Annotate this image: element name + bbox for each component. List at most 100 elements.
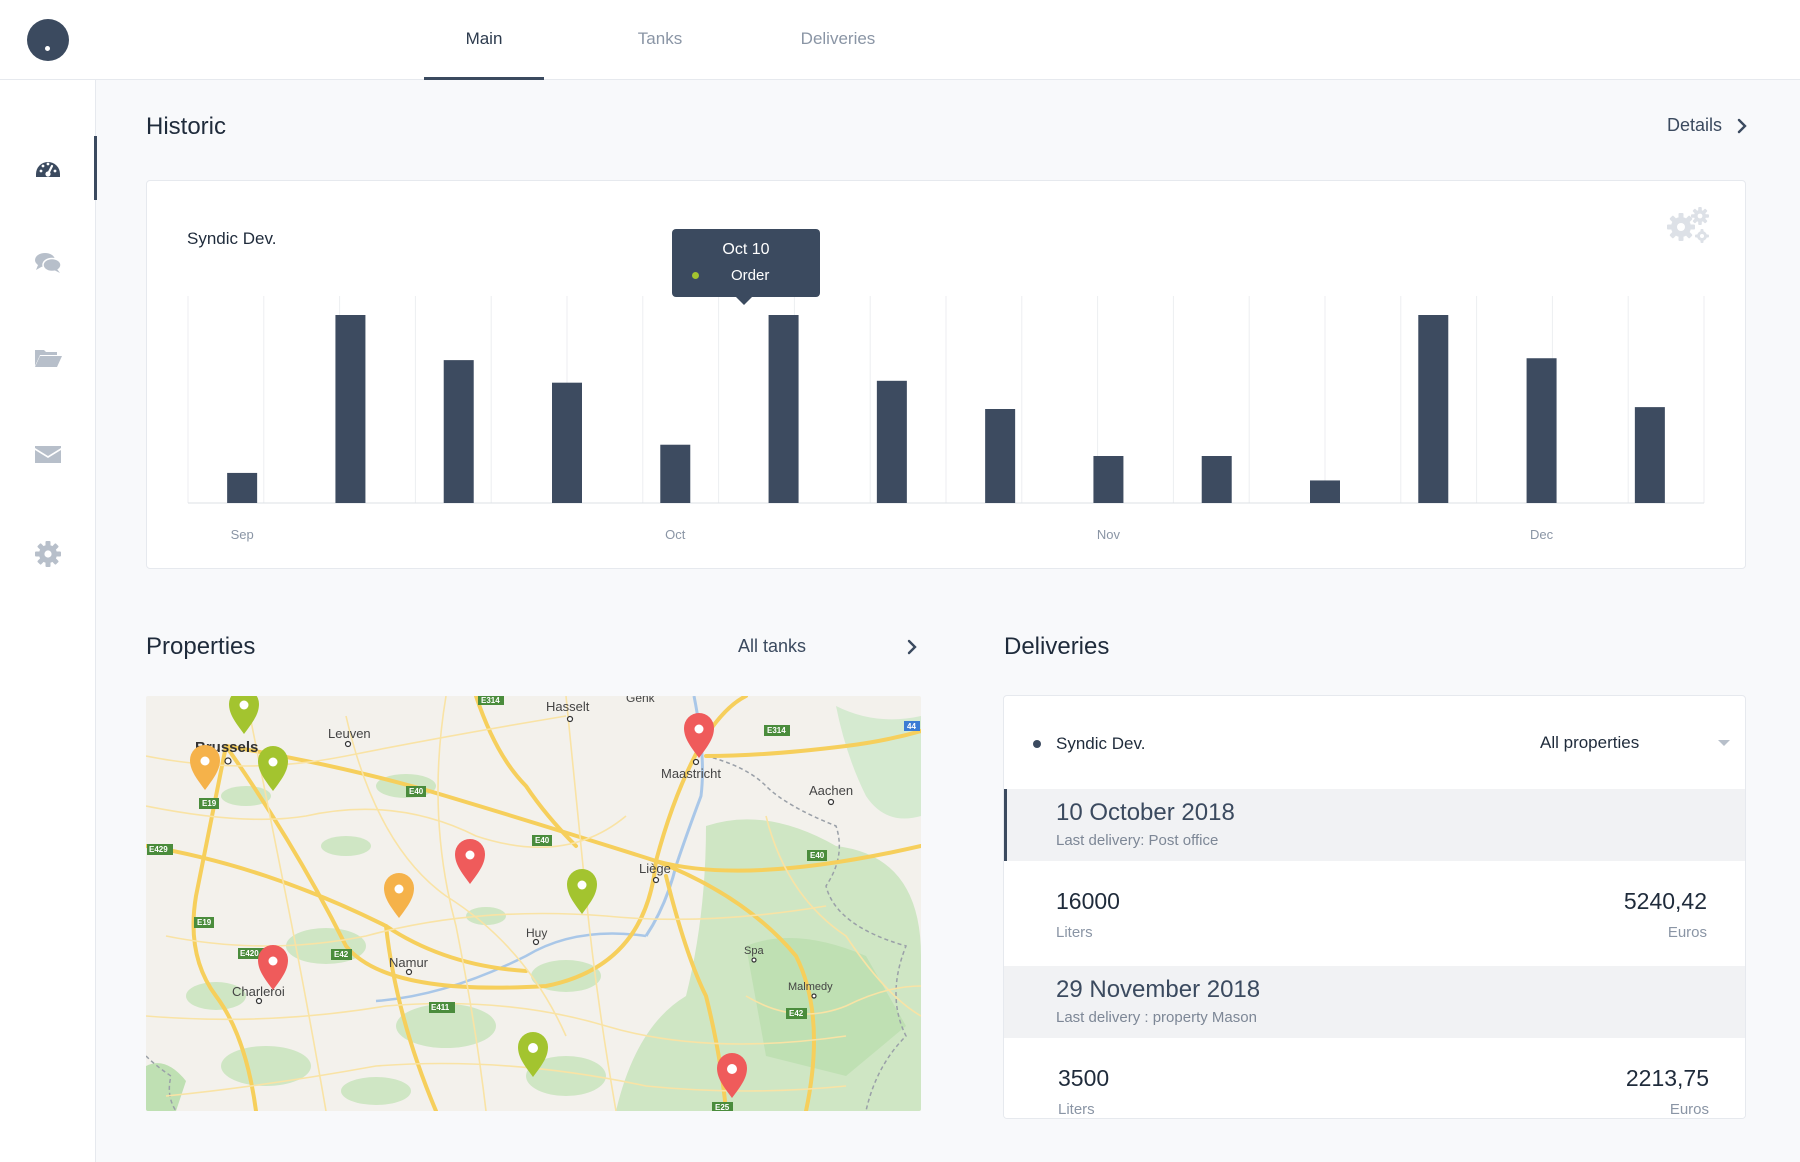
city-label-spa: Spa [744, 945, 764, 957]
delivery-euros: 2213,75 [1625, 1065, 1709, 1091]
map-canvas: E314 E314 E40 E40 E40 E19 E19 E429 E420 … [146, 696, 921, 1111]
city-label-genk: Genk [626, 696, 656, 705]
delivery-date-row[interactable]: 10 October 2018 Last delivery: Post offi… [1004, 789, 1745, 861]
delivery-subtitle: Last delivery : property Mason [1056, 1009, 1257, 1026]
delivery-euros: 5240,42 [1623, 888, 1707, 914]
road-label: E40 [535, 836, 550, 845]
city-label-aachen: Aachen [809, 783, 853, 798]
filter-value: All properties [1540, 733, 1640, 752]
sidebar-item-dashboard[interactable] [0, 136, 97, 200]
chevron-down-icon [1718, 740, 1730, 746]
sidebar-item-chat[interactable] [0, 231, 96, 295]
all-tanks-link[interactable]: All tanks [738, 636, 918, 657]
road-label: E25 [715, 1103, 730, 1111]
map-pins [190, 696, 747, 1098]
gears-icon [1667, 207, 1709, 243]
delivery-date-row[interactable]: 29 November 2018 Last delivery : propert… [1004, 966, 1745, 1038]
chevron-right-icon [907, 639, 917, 654]
chart-bar[interactable] [1093, 456, 1124, 503]
delivery-values-row: 3500 Liters 2213,75 Euros [1004, 1038, 1745, 1118]
chart-bar[interactable] [552, 382, 582, 503]
city-label-malmedy: Malmedy [788, 981, 833, 993]
tab-main[interactable]: Main [424, 0, 544, 80]
city-label-maastricht: Maastricht [661, 766, 721, 781]
city-label-leuven: Leuven [328, 726, 371, 741]
sidebar [0, 80, 97, 1162]
delivery-values-row: 16000 Liters 5240,42 Euros [1004, 861, 1745, 966]
sidebar-item-files[interactable] [0, 326, 96, 390]
x-tick-label: Dec [1530, 527, 1554, 542]
details-link[interactable]: Details [1667, 115, 1748, 136]
chevron-right-icon [1737, 118, 1747, 133]
chart-bar[interactable] [1526, 358, 1557, 503]
delivery-liters: 3500 [1058, 1065, 1110, 1091]
chart-title: Syndic Dev. [187, 229, 277, 248]
deliveries-list[interactable]: 10 October 2018 Last delivery: Post offi… [1004, 789, 1745, 1118]
road-label: E314 [481, 696, 500, 705]
chart-bar[interactable] [1634, 407, 1665, 503]
account-dot-icon [1033, 740, 1041, 748]
delivery-subtitle: Last delivery: Post office [1056, 832, 1219, 849]
chart-bar[interactable] [985, 409, 1016, 503]
dashboard-icon [36, 162, 60, 177]
city-label-namur: Namur [389, 955, 429, 970]
x-tick-label: Sep [231, 527, 254, 542]
city-label-charleroi: Charleroi [232, 984, 285, 999]
tooltip-series-label: Order [731, 267, 770, 284]
city-label-huy: Huy [526, 926, 547, 940]
road-label: E411 [431, 1003, 450, 1012]
delivery-euros-label: Euros [1667, 924, 1707, 941]
chart-tooltip: Oct 10 Order [672, 229, 820, 305]
chart-settings-button[interactable] [1665, 205, 1711, 245]
tooltip-date: Oct 10 [722, 241, 770, 258]
deliveries-header: Syndic Dev. All properties [1004, 696, 1745, 789]
road-label: E42 [789, 1009, 804, 1018]
series-dot-icon [692, 272, 699, 279]
gear-icon [35, 541, 61, 567]
tab-tanks[interactable]: Tanks [637, 29, 683, 48]
chart-bar[interactable] [768, 315, 799, 503]
delivery-date: 10 October 2018 [1056, 799, 1235, 826]
top-bar: Main Tanks Deliveries [0, 0, 1800, 80]
x-tick-label: Nov [1097, 527, 1121, 542]
historic-title: Historic [146, 113, 227, 140]
sidebar-item-mail[interactable] [0, 422, 96, 486]
properties-title: Properties [146, 633, 256, 660]
chart-bar[interactable] [660, 444, 691, 503]
deliveries-title: Deliveries [1004, 633, 1110, 660]
road-label: E42 [334, 950, 349, 959]
road-label: E19 [202, 799, 217, 808]
sidebar-item-settings[interactable] [0, 522, 96, 586]
folder-icon [35, 350, 62, 367]
road-label: E420 [240, 949, 259, 958]
delivery-liters-label: Liters [1058, 1101, 1095, 1118]
properties-map[interactable]: E314 E314 E40 E40 E40 E19 E19 E429 E420 … [146, 696, 921, 1111]
road-label: E429 [149, 845, 168, 854]
tab-deliveries[interactable]: Deliveries [800, 29, 876, 48]
properties-filter-select[interactable]: All properties [1540, 733, 1730, 757]
deliveries-account: Syndic Dev. [1056, 734, 1146, 753]
chart-bar[interactable] [1418, 315, 1449, 503]
bar-chart: Sep Oct Nov Dec [187, 296, 1705, 542]
chart-bar[interactable] [227, 472, 258, 503]
app-logo[interactable] [27, 19, 69, 61]
road-label: 44 [907, 722, 916, 731]
chart-bar[interactable] [443, 360, 474, 503]
delivery-euros-label: Euros [1669, 1101, 1709, 1118]
road-label: E19 [197, 918, 212, 927]
chart-bar[interactable] [335, 315, 366, 503]
delivery-liters: 16000 [1056, 888, 1120, 914]
chart-bar[interactable] [1201, 456, 1232, 503]
mail-icon [35, 446, 61, 463]
chart-bar[interactable] [1310, 480, 1340, 503]
tooltip-series: Order [692, 267, 769, 284]
chart-bar[interactable] [876, 380, 907, 503]
road-label: E40 [409, 787, 424, 796]
city-label-hasselt: Hasselt [546, 699, 590, 714]
road-label: E40 [810, 851, 825, 860]
delivery-liters-label: Liters [1056, 924, 1093, 941]
details-label: Details [1667, 115, 1723, 135]
delivery-date: 29 November 2018 [1056, 976, 1261, 1003]
city-label-liege: Liège [639, 861, 671, 876]
chat-icon [35, 253, 62, 273]
